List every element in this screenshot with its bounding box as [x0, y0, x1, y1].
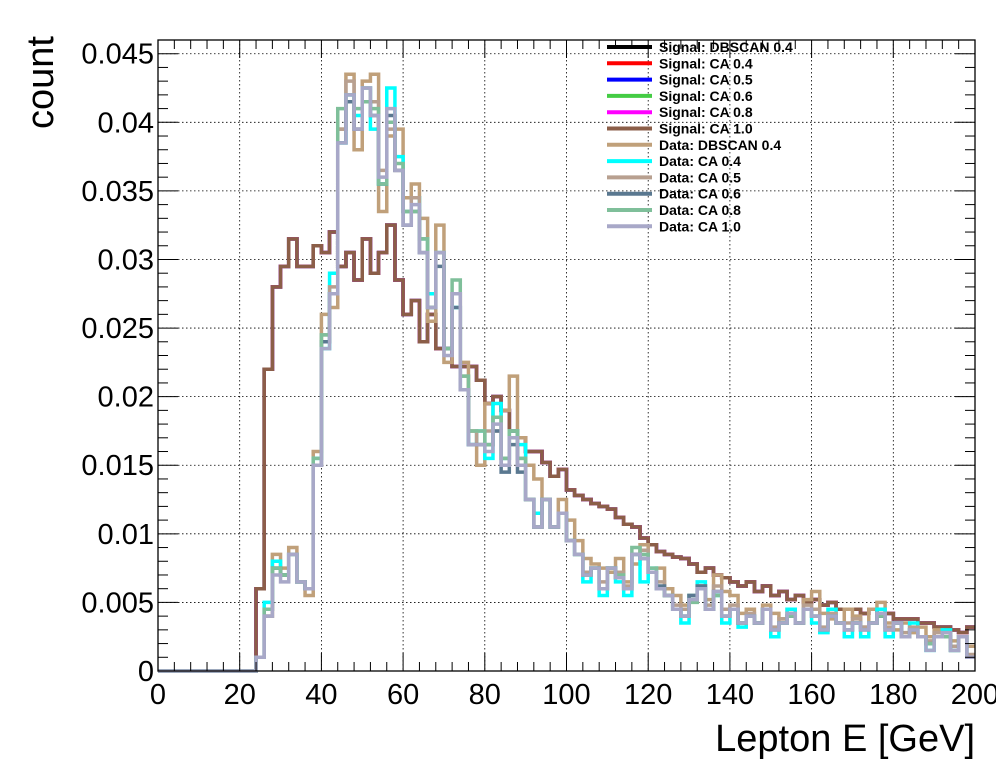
y-tick-label: 0.025	[81, 313, 154, 345]
series-line	[158, 223, 975, 673]
tick-marks	[157, 39, 976, 672]
x-tick-label: 0	[150, 679, 166, 711]
legend-label: Data: CA 0.8	[659, 202, 741, 218]
legend-label: Signal: CA 0.5	[659, 72, 753, 88]
tick-labels: 0 20 40 60 80 100 120 140 160 180 200 0 0.005 0.01 0.0…	[81, 39, 996, 711]
x-axis-label: Lepton E [GeV]	[715, 718, 975, 760]
y-tick-label: 0.04	[98, 107, 154, 139]
y-tick-label: 0.015	[81, 450, 154, 482]
y-tick-label: 0.02	[98, 382, 154, 414]
grid	[158, 40, 975, 671]
x-tick-label: 140	[706, 679, 754, 711]
legend-label: Signal: CA 0.4	[659, 55, 753, 71]
x-tick-label: 180	[869, 679, 917, 711]
legend-label: Data: DBSCAN 0.4	[659, 137, 781, 153]
legend-label: Signal: DBSCAN 0.4	[659, 39, 793, 55]
legend-label: Data: CA 0.6	[659, 186, 741, 202]
x-tick-label: 20	[224, 679, 256, 711]
y-tick-label: 0.005	[81, 587, 154, 619]
legend-label: Data: CA 1.0	[659, 218, 741, 234]
x-tick-label: 40	[305, 679, 337, 711]
y-axis-label: count	[20, 36, 62, 129]
y-tick-label: 0.035	[81, 176, 154, 208]
legend-label: Signal: CA 1.0	[659, 121, 753, 137]
legend-label: Signal: CA 0.6	[659, 88, 753, 104]
x-tick-label: 120	[624, 679, 672, 711]
x-tick-label: 200	[951, 679, 996, 711]
series-line	[158, 86, 975, 673]
series-line	[158, 72, 975, 673]
legend-label: Signal: CA 0.8	[659, 104, 753, 120]
y-tick-label: 0.01	[98, 519, 154, 551]
x-tick-label: 160	[787, 679, 835, 711]
y-tick-label: 0.045	[81, 39, 154, 71]
x-tick-label: 60	[387, 679, 419, 711]
x-tick-label: 100	[542, 679, 590, 711]
y-tick-label: 0.03	[98, 244, 154, 276]
series-layer	[158, 72, 975, 673]
legend-label: Data: CA 0.4	[659, 153, 741, 169]
legend-label: Data: CA 0.5	[659, 169, 741, 185]
series-line	[158, 86, 975, 673]
y-tick-label: 0	[138, 656, 154, 688]
x-tick-label: 80	[469, 679, 501, 711]
